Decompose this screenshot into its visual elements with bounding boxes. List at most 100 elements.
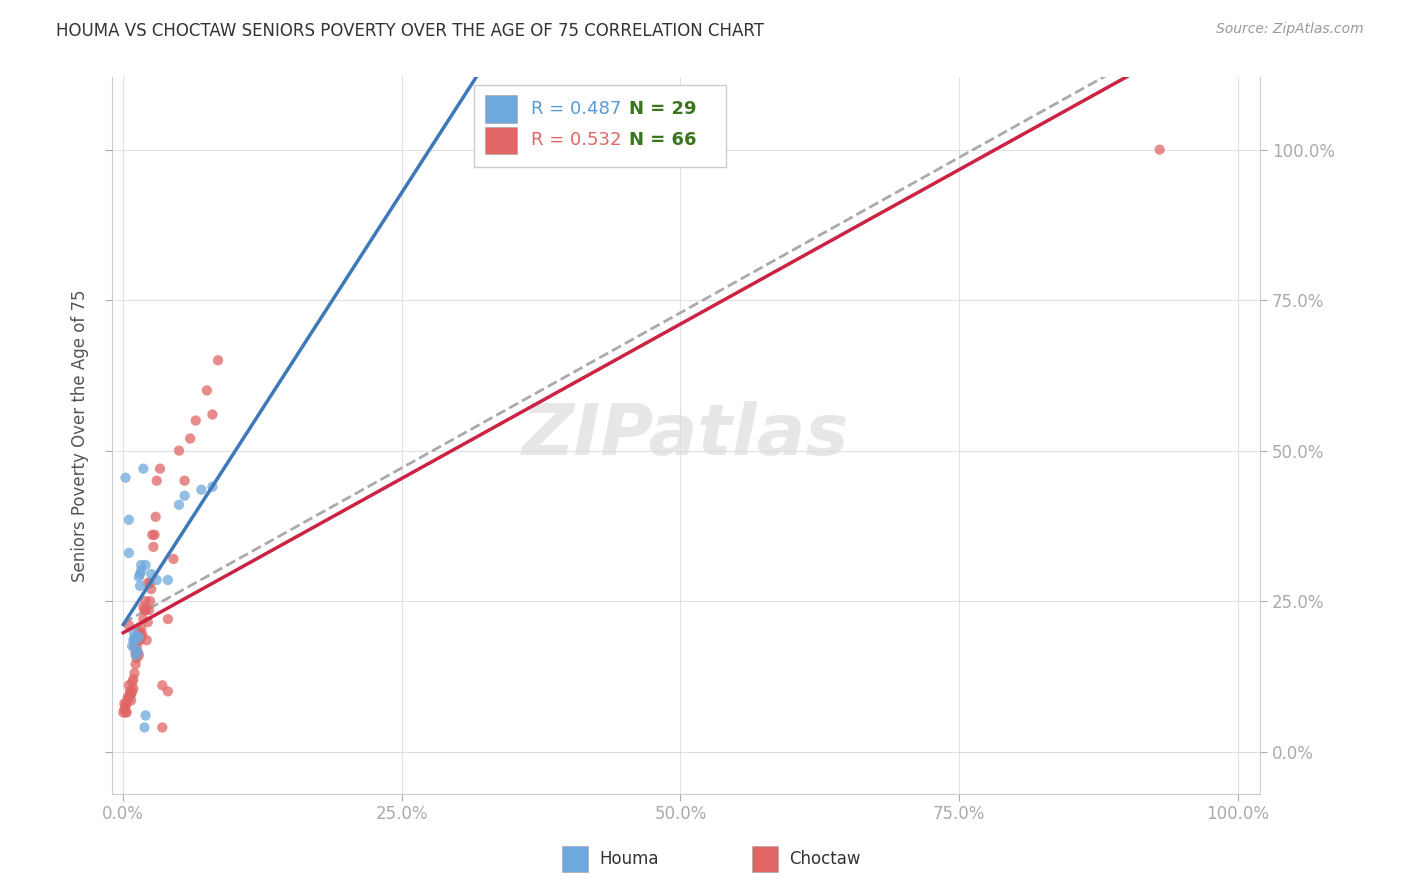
Point xyxy=(141,582,163,596)
Point xyxy=(149,461,172,475)
Point xyxy=(120,693,142,707)
Point xyxy=(115,706,138,720)
Point xyxy=(135,603,157,617)
Point xyxy=(173,489,195,503)
Point xyxy=(207,353,229,368)
Point xyxy=(141,566,163,581)
Point xyxy=(112,697,135,711)
Point xyxy=(131,627,153,641)
Point xyxy=(150,721,173,735)
Point xyxy=(118,546,141,560)
Point xyxy=(129,579,152,593)
Point xyxy=(156,684,179,698)
Point xyxy=(114,699,136,714)
Text: R = 0.487: R = 0.487 xyxy=(531,100,621,118)
FancyBboxPatch shape xyxy=(474,85,727,167)
Point xyxy=(124,630,146,644)
Point xyxy=(145,474,167,488)
Point xyxy=(118,618,141,632)
Text: N = 29: N = 29 xyxy=(628,100,696,118)
Point xyxy=(143,528,166,542)
Text: ZIPatlas: ZIPatlas xyxy=(523,401,849,470)
Point xyxy=(162,552,184,566)
FancyBboxPatch shape xyxy=(485,127,517,154)
Point xyxy=(122,624,145,639)
Point xyxy=(129,621,152,635)
Text: Choctaw: Choctaw xyxy=(789,850,860,868)
Point xyxy=(141,528,163,542)
Point xyxy=(135,633,157,648)
Point xyxy=(195,384,218,398)
Point xyxy=(125,639,148,653)
Point xyxy=(127,633,149,648)
Point xyxy=(129,627,152,641)
Point xyxy=(112,702,135,716)
Point xyxy=(139,594,162,608)
Point xyxy=(122,633,145,648)
Point xyxy=(145,573,167,587)
Point xyxy=(173,474,195,488)
Point xyxy=(136,615,159,629)
Point xyxy=(120,687,142,701)
Point xyxy=(115,697,138,711)
Point xyxy=(129,630,152,644)
Point xyxy=(150,678,173,692)
Point xyxy=(201,480,224,494)
Text: Houma: Houma xyxy=(599,850,658,868)
Point xyxy=(125,651,148,665)
Point xyxy=(134,603,156,617)
Point xyxy=(128,624,150,639)
Point xyxy=(167,443,190,458)
Point xyxy=(127,645,149,659)
Text: HOUMA VS CHOCTAW SENIORS POVERTY OVER THE AGE OF 75 CORRELATION CHART: HOUMA VS CHOCTAW SENIORS POVERTY OVER TH… xyxy=(56,22,765,40)
Point xyxy=(124,666,146,681)
Point xyxy=(136,576,159,591)
Point xyxy=(127,645,149,659)
Point xyxy=(121,684,143,698)
Point xyxy=(118,690,141,705)
Point xyxy=(122,673,145,687)
Point xyxy=(124,645,146,659)
Point xyxy=(135,558,157,572)
Point xyxy=(124,657,146,672)
Point xyxy=(118,513,141,527)
Point xyxy=(122,681,145,696)
Point xyxy=(118,678,141,692)
Point xyxy=(129,558,152,572)
Point xyxy=(135,708,157,723)
Point xyxy=(135,594,157,608)
Text: Source: ZipAtlas.com: Source: ZipAtlas.com xyxy=(1216,22,1364,37)
Point xyxy=(129,566,152,581)
Point xyxy=(132,600,155,615)
Point xyxy=(117,693,139,707)
Point xyxy=(132,461,155,475)
Point xyxy=(124,639,146,653)
Point xyxy=(128,570,150,584)
Point xyxy=(118,684,141,698)
Point xyxy=(124,642,146,657)
Point xyxy=(201,408,224,422)
Point xyxy=(190,483,212,497)
Point xyxy=(139,576,162,591)
Point xyxy=(156,573,179,587)
Point xyxy=(124,633,146,648)
Point xyxy=(125,630,148,644)
Point xyxy=(114,706,136,720)
Point xyxy=(138,603,160,617)
Point xyxy=(184,413,207,427)
Point xyxy=(129,633,152,648)
Point xyxy=(134,721,156,735)
Point xyxy=(145,509,167,524)
Point xyxy=(128,648,150,663)
FancyBboxPatch shape xyxy=(485,95,517,122)
Point xyxy=(167,498,190,512)
Text: N = 66: N = 66 xyxy=(628,131,696,150)
Point xyxy=(114,471,136,485)
Point xyxy=(124,648,146,663)
Point xyxy=(132,612,155,626)
Point xyxy=(128,630,150,644)
Point xyxy=(112,706,135,720)
Point xyxy=(121,639,143,653)
Point xyxy=(1149,143,1171,157)
Point xyxy=(156,612,179,626)
